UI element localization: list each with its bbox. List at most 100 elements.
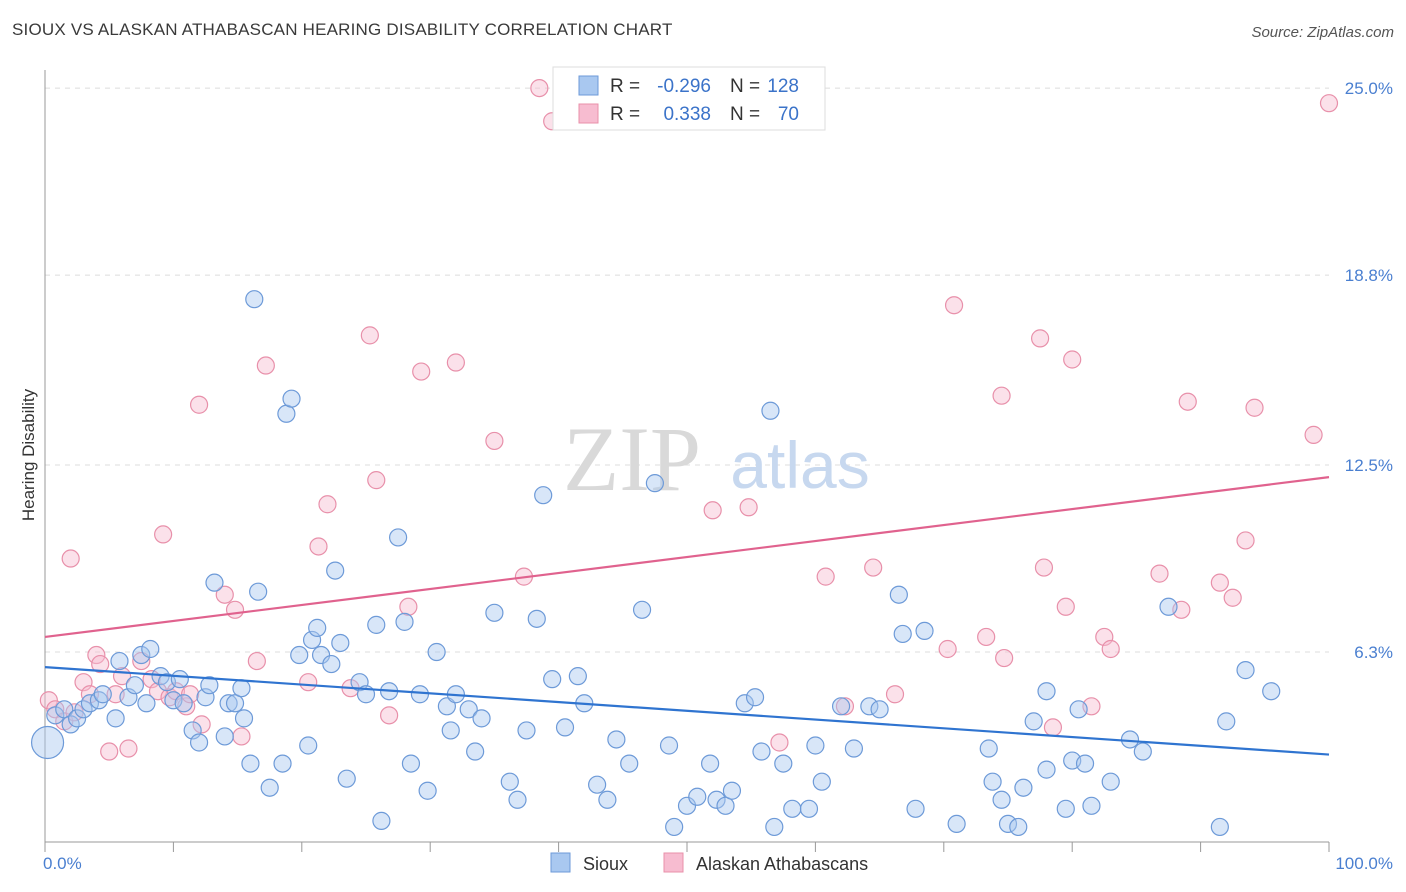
point-sioux-55	[410, 685, 430, 704]
point-sioux-50	[372, 811, 391, 830]
point-alaskan-54	[1030, 329, 1050, 348]
point-sioux-104	[906, 799, 925, 818]
point-sioux-110	[998, 814, 1018, 834]
watermark-zip: ZIP	[563, 408, 701, 510]
point-sioux-118	[1069, 700, 1088, 719]
bottom-legend-label-sioux: Sioux	[583, 854, 628, 874]
point-alaskan-57	[1056, 597, 1075, 616]
point-sioux-88	[735, 694, 754, 713]
point-sioux-40	[302, 630, 322, 650]
point-sioux-92	[765, 817, 784, 837]
point-sioux-120	[1082, 796, 1101, 815]
point-sioux-14	[137, 694, 156, 713]
legend-r-value-2: 0.338	[663, 104, 711, 125]
point-alaskan-46	[835, 697, 855, 716]
point-sioux-58	[437, 697, 456, 716]
legend-box: R = -0.296 N = 128 R = 0.338 N = 70	[552, 66, 826, 131]
point-sioux-0	[30, 725, 65, 760]
point-sioux-84	[701, 754, 720, 773]
point-sioux-95	[799, 799, 819, 818]
point-sioux-86	[716, 796, 735, 815]
point-alaskan-9	[100, 742, 119, 761]
point-sioux-89	[745, 688, 765, 707]
point-sioux-109	[992, 790, 1011, 809]
point-sioux-96	[806, 736, 825, 755]
point-sioux-9	[106, 709, 125, 728]
point-sioux-113	[1024, 712, 1043, 731]
legend-swatch-alaskan	[578, 103, 599, 124]
point-sioux-64	[485, 603, 504, 622]
legend-r-label-1: R =	[610, 76, 640, 97]
trend-line-alaskan	[44, 476, 1330, 639]
watermark-atlas: atlas	[730, 428, 869, 502]
point-sioux-42	[311, 645, 331, 665]
point-sioux-63	[472, 709, 491, 728]
point-alaskan-67	[1236, 531, 1255, 550]
point-alaskan-43	[739, 498, 758, 517]
point-sioux-49	[367, 615, 386, 634]
legend-r-label-2: R =	[610, 104, 640, 125]
point-sioux-29	[232, 679, 251, 698]
point-alaskan-35	[399, 597, 418, 616]
point-sioux-122	[1120, 730, 1140, 749]
y-tick-label-0: 6.3%	[1354, 643, 1393, 662]
series-alaskan-athabascans	[39, 78, 1339, 761]
point-sioux-37	[282, 389, 301, 408]
point-sioux-15	[141, 639, 160, 659]
point-sioux-28	[225, 694, 245, 713]
legend-r-value-1: -0.296	[657, 76, 711, 97]
point-sioux-114	[1037, 682, 1056, 701]
point-sioux-98	[831, 697, 851, 716]
point-alaskan-45	[816, 567, 835, 586]
bottom-legend-swatch-sioux	[550, 852, 571, 873]
legend-swatch-sioux	[578, 75, 599, 96]
point-alaskan-24	[225, 600, 245, 619]
point-alaskan-26	[247, 651, 266, 671]
bottom-legend: Sioux Alaskan Athabascans	[550, 852, 868, 874]
point-sioux-27	[219, 694, 238, 713]
point-sioux-56	[418, 781, 437, 800]
point-sioux-112	[1014, 778, 1033, 797]
watermark: ZIP atlas	[563, 408, 870, 510]
point-sioux-82	[677, 796, 697, 815]
point-sioux-97	[812, 772, 831, 791]
point-sioux-76	[607, 730, 626, 749]
point-sioux-93	[774, 754, 793, 773]
point-sioux-108	[983, 772, 1002, 791]
point-sioux-91	[761, 401, 780, 420]
legend-n-value-2: 70	[778, 104, 799, 125]
point-sioux-127	[1236, 661, 1255, 680]
point-alaskan-44	[770, 733, 789, 752]
point-alaskan-68	[1245, 398, 1264, 417]
point-sioux-85	[707, 790, 726, 809]
point-sioux-2	[55, 700, 74, 719]
point-alaskan-13	[132, 651, 151, 671]
point-alaskan-62	[1150, 564, 1169, 583]
point-alaskan-51	[977, 627, 996, 647]
point-sioux-36	[277, 404, 296, 423]
legend-n-label-1: N =	[730, 76, 760, 97]
point-sioux-126	[1217, 712, 1236, 731]
point-sioux-128	[1262, 682, 1281, 701]
point-sioux-94	[783, 799, 802, 818]
point-alaskan-7	[87, 645, 106, 665]
point-sioux-46	[337, 769, 356, 788]
point-alaskan-40	[530, 78, 549, 98]
point-alaskan-48	[885, 685, 905, 704]
point-sioux-24	[200, 676, 219, 695]
bottom-legend-label-alaskan: Alaskan Athabascans	[696, 854, 868, 874]
point-alaskan-30	[318, 495, 337, 514]
point-sioux-80	[659, 736, 679, 755]
point-sioux-10	[110, 651, 129, 671]
point-alaskan-66	[1223, 588, 1242, 607]
point-sioux-34	[260, 778, 279, 797]
legend-n-label-2: N =	[730, 104, 760, 125]
point-alaskan-12	[119, 739, 138, 758]
point-sioux-59	[441, 721, 460, 740]
point-alaskan-23	[215, 585, 234, 604]
point-sioux-19	[170, 670, 189, 689]
point-alaskan-37	[446, 353, 465, 372]
point-sioux-75	[598, 790, 617, 809]
point-sioux-106	[947, 814, 966, 834]
point-sioux-123	[1133, 742, 1152, 761]
